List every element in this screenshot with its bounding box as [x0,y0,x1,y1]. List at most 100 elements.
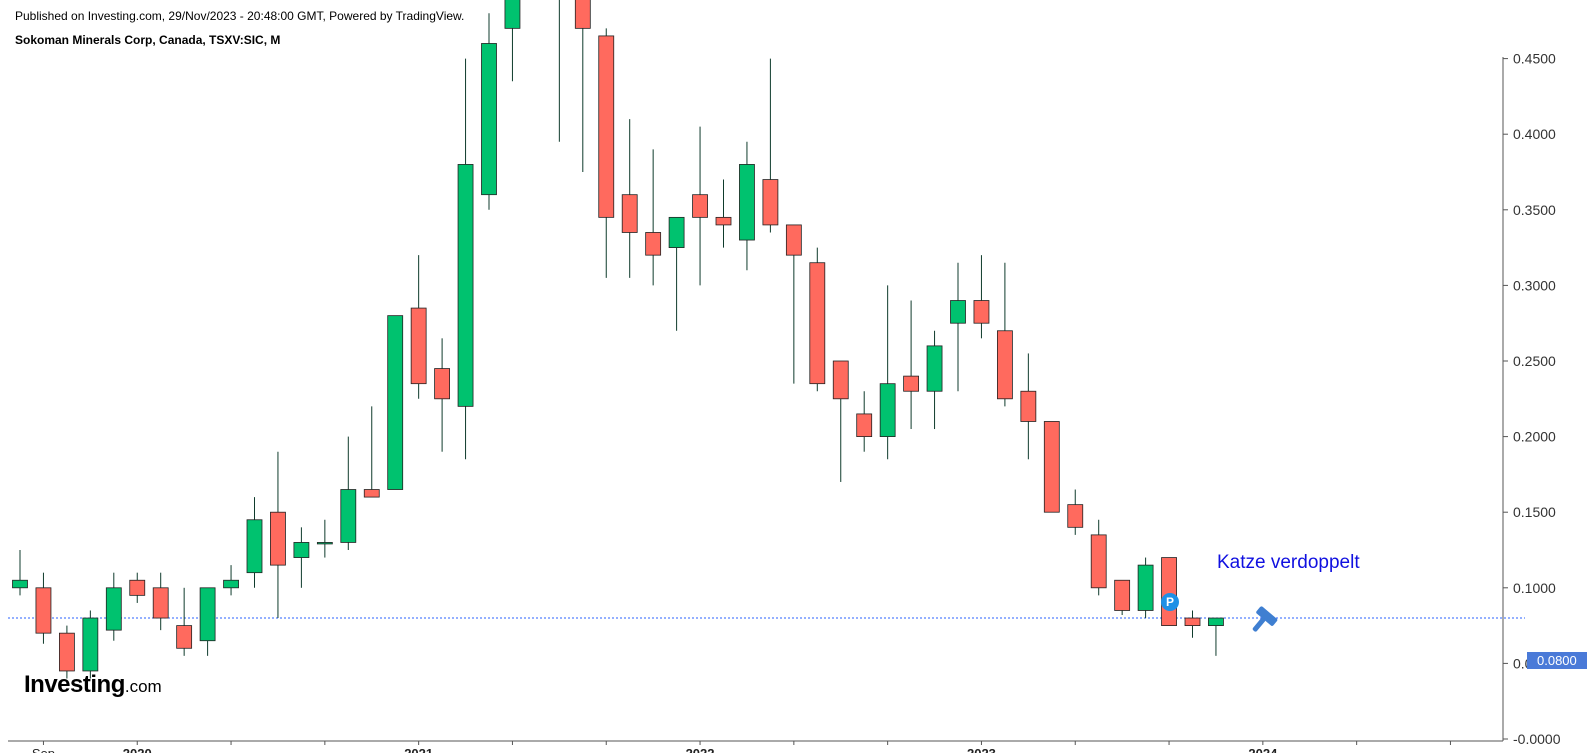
candle[interactable] [973,255,990,339]
y-tick-label: -0.0000 [1513,731,1561,747]
candle[interactable] [504,0,521,82]
candle-body-down [363,489,380,498]
y-tick-label: 0.3000 [1513,277,1556,293]
candle[interactable] [621,119,638,278]
candle[interactable] [246,497,263,588]
candle[interactable] [598,28,615,278]
candle[interactable] [692,126,708,286]
last-price-tag: 0.0800 [1527,652,1587,669]
candle-body-up [340,489,357,543]
candle[interactable] [12,550,28,596]
y-tick-label: 0.4000 [1513,126,1556,142]
candle[interactable] [316,519,333,558]
candle[interactable] [152,572,169,631]
candle[interactable] [176,587,193,656]
candle-body-up [316,542,333,545]
candle[interactable] [856,391,873,452]
candle-body-down [129,579,146,596]
candle[interactable] [481,13,497,210]
y-tick-label: 0.2500 [1513,353,1556,369]
candle[interactable] [270,451,286,619]
candle-body-down [856,413,873,438]
candle-body-down [270,511,286,566]
candle-body-down [762,179,779,226]
investing-logo: Investing.com [24,671,162,699]
candle-body-down [903,375,919,392]
candle[interactable] [832,360,849,482]
candle[interactable] [363,406,380,498]
x-tick-dot: . [1449,746,1452,753]
candle-body-up [504,0,521,29]
candle[interactable] [879,285,896,460]
candle[interactable] [35,572,52,644]
candle-body-down [434,368,451,400]
candle[interactable] [1090,519,1107,596]
candle-body-down [997,330,1013,400]
candle[interactable] [809,247,826,392]
x-tick-dot: . [1355,746,1358,753]
candle[interactable] [739,141,755,271]
candle-body-down [1090,534,1107,589]
candle[interactable] [434,338,451,452]
x-tick-dot: . [230,746,233,753]
x-tick-dot: . [1168,746,1171,753]
candle-body-down [973,300,990,324]
candle[interactable] [1137,557,1154,619]
x-tick-dot: . [323,746,326,753]
candle-body-down [35,587,52,634]
candle[interactable] [926,330,943,430]
candle[interactable] [668,216,685,331]
candle[interactable] [59,625,75,679]
candle[interactable] [105,572,122,641]
candle-body-down [785,224,802,256]
candle-body-down [645,232,662,256]
candle[interactable] [1020,353,1037,460]
candle-body-up [950,300,966,324]
p-badge-icon[interactable]: P [1161,593,1179,611]
candle[interactable] [997,262,1013,407]
x-tick-dot: . [886,746,889,753]
candle[interactable] [1184,610,1201,638]
candle[interactable] [715,179,732,248]
candle[interactable] [387,315,404,490]
candle[interactable] [457,58,474,460]
x-tick-label: 2020 [123,746,152,753]
y-tick-label: 0.1500 [1513,504,1556,520]
candle[interactable] [129,572,146,603]
candle[interactable] [410,255,427,399]
candle[interactable] [574,0,591,172]
gavel-icon[interactable] [1247,606,1281,636]
candle-body-down [1043,421,1060,513]
candle[interactable] [762,58,779,233]
candle[interactable] [950,262,966,392]
candle-body-up [223,579,239,589]
candle-body-down [1114,579,1131,611]
candle[interactable] [552,0,567,142]
candle[interactable] [645,149,662,286]
candle[interactable] [903,300,919,430]
candle[interactable] [1208,617,1224,656]
candle[interactable] [340,436,357,550]
candle[interactable] [785,224,802,384]
candle-body-up [457,164,474,407]
x-tick-label: 2021 [404,746,433,753]
candle[interactable] [223,565,239,596]
x-tick-dot: . [792,746,795,753]
candle-body-down [832,360,849,400]
candle[interactable] [1043,421,1060,513]
candle[interactable] [82,610,99,679]
y-tick-label: 0.1000 [1513,580,1556,596]
candle-body-up [293,542,310,558]
candle[interactable] [1161,557,1177,626]
candle-body-down [574,0,591,29]
candle[interactable] [1114,579,1131,616]
candle[interactable] [293,527,310,588]
candle-body-up [668,216,685,249]
candle-body-down [1161,557,1177,626]
candle-body-up [926,345,943,392]
candle[interactable] [199,587,216,656]
x-tick-dot: . [605,746,608,753]
x-tick-label: 2022 [686,746,715,753]
candle[interactable] [1067,489,1084,535]
